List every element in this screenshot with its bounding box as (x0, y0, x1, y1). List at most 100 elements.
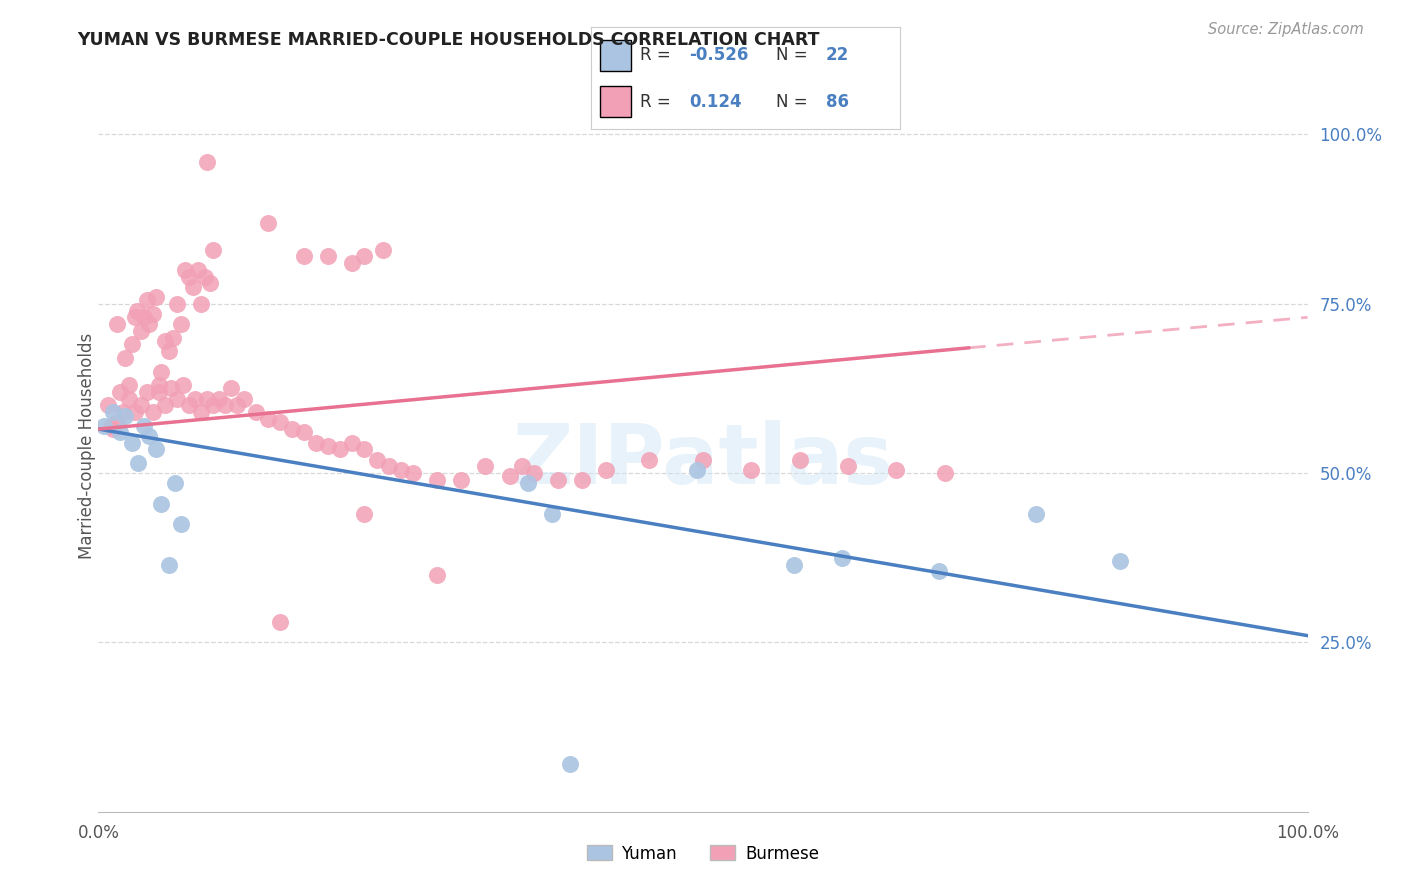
Point (153, 334, 176, 348)
Point (208, 392, 231, 406)
Point (740, 463, 762, 477)
Point (637, 452, 659, 467)
Point (101, 405, 124, 419)
Point (172, 378, 194, 392)
Point (127, 456, 149, 470)
Point (934, 466, 956, 480)
Point (353, 249, 375, 263)
Point (571, 473, 593, 487)
Point (129, 398, 152, 412)
Point (127, 303, 149, 318)
Point (114, 409, 136, 423)
Text: 0.124: 0.124 (689, 93, 742, 111)
Point (256, 412, 278, 426)
Point (129, 324, 152, 338)
Point (256, 215, 278, 229)
Point (101, 422, 124, 436)
Point (121, 435, 143, 450)
Point (105, 317, 128, 331)
Point (162, 331, 184, 345)
Point (166, 392, 188, 406)
Point (166, 297, 188, 311)
Point (150, 497, 173, 511)
Point (157, 344, 180, 359)
Point (179, 269, 201, 284)
FancyBboxPatch shape (600, 40, 631, 70)
Y-axis label: Married-couple Households: Married-couple Households (79, 333, 96, 559)
Point (135, 293, 157, 308)
Point (450, 473, 472, 487)
Point (692, 452, 714, 467)
Point (474, 459, 496, 474)
Point (389, 463, 412, 477)
Point (540, 507, 562, 521)
Point (214, 398, 236, 412)
Point (232, 392, 254, 406)
Point (118, 392, 141, 406)
Point (174, 263, 197, 277)
Point (134, 310, 156, 325)
Point (202, 398, 225, 412)
Point (148, 378, 170, 392)
Point (426, 473, 449, 487)
Text: R =: R = (640, 46, 676, 64)
Point (198, 277, 221, 291)
Point (686, 463, 709, 477)
Text: 86: 86 (825, 93, 849, 111)
Point (142, 405, 165, 419)
Point (371, 243, 394, 257)
Point (837, 459, 859, 474)
Point (118, 378, 141, 392)
Text: Source: ZipAtlas.com: Source: ZipAtlas.com (1208, 22, 1364, 37)
Point (184, 392, 207, 406)
Point (145, 442, 167, 457)
Point (221, 381, 243, 395)
Point (148, 384, 170, 399)
Point (316, 249, 339, 263)
Point (169, 317, 191, 331)
Point (179, 398, 201, 412)
Point (194, 269, 217, 284)
Point (108, 425, 131, 440)
Point (516, 476, 538, 491)
Point (145, 290, 167, 304)
Point (97, 398, 120, 412)
Point (342, 256, 364, 270)
Point (510, 459, 533, 474)
Point (547, 473, 569, 487)
Point (305, 435, 328, 450)
Text: 22: 22 (825, 46, 849, 64)
Point (134, 418, 156, 433)
Legend: Yuman, Burmese: Yuman, Burmese (579, 838, 827, 869)
Point (150, 364, 173, 378)
Point (160, 381, 183, 395)
Point (402, 466, 425, 480)
Text: -0.526: -0.526 (689, 46, 749, 64)
Point (202, 243, 225, 257)
Point (135, 384, 157, 399)
Point (353, 507, 375, 521)
Point (426, 567, 449, 582)
Point (142, 307, 165, 321)
Point (108, 384, 131, 399)
Point (269, 615, 291, 629)
Point (523, 466, 546, 480)
Point (190, 297, 212, 311)
Point (100, 418, 122, 433)
Point (789, 452, 811, 467)
Point (269, 415, 291, 429)
Text: N =: N = (776, 93, 813, 111)
Point (124, 310, 146, 325)
Point (1109, 554, 1132, 568)
Point (329, 442, 352, 457)
Point (169, 516, 191, 531)
Point (138, 429, 160, 443)
Point (111, 405, 134, 419)
Point (342, 435, 364, 450)
Point (316, 439, 339, 453)
Point (181, 280, 204, 294)
Point (124, 405, 146, 419)
Text: YUMAN VS BURMESE MARRIED-COUPLE HOUSEHOLDS CORRELATION CHART: YUMAN VS BURMESE MARRIED-COUPLE HOUSEHOL… (77, 31, 820, 49)
Point (558, 757, 581, 772)
Point (187, 263, 209, 277)
